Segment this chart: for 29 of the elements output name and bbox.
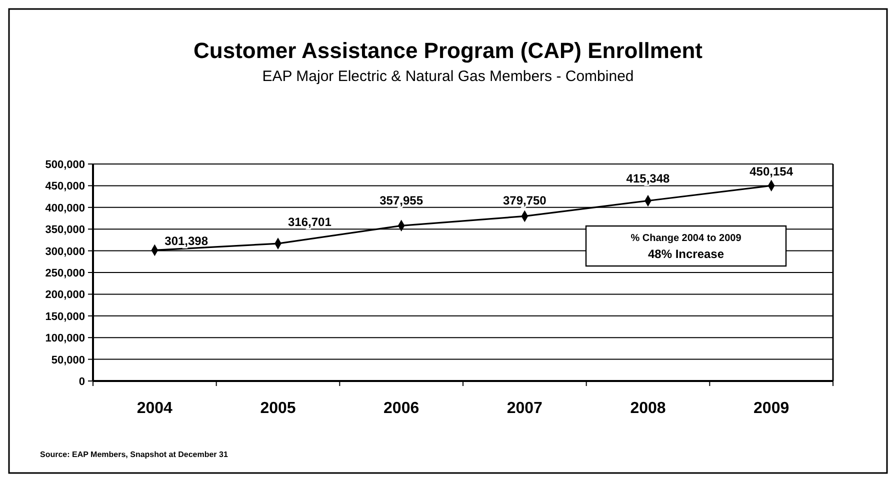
text: 301,398 xyxy=(164,234,208,248)
y-tick-label: 500,000 xyxy=(45,159,85,171)
y-tick-label: 100,000 xyxy=(45,332,85,345)
y-tick-label: 0 xyxy=(78,376,85,388)
y-tick-label: 300,000 xyxy=(45,246,85,258)
source-note: Source: EAP Members, Snapshot at December 31 xyxy=(40,450,228,459)
x-tick-label: 2009 xyxy=(754,400,790,417)
chart-subtitle: EAP Major Electric & Natural Gas Members - Combined xyxy=(262,68,634,85)
text: 316,701 xyxy=(288,215,332,230)
text: 415,348 xyxy=(626,172,670,186)
y-tick-label: 200,000 xyxy=(45,289,85,302)
text: 450,154 xyxy=(750,164,794,179)
y-tick-label: 50,000 xyxy=(51,354,85,366)
chart-title: Customer Assistance Program (CAP) Enrollment xyxy=(194,38,704,63)
y-tick-label: 400,000 xyxy=(45,202,85,214)
annotation: % Change 2004 to 2009 xyxy=(630,233,742,244)
y-tick-label: 150,000 xyxy=(45,310,85,323)
y-tick-label: 450,000 xyxy=(45,180,85,193)
y-tick-label: 250,000 xyxy=(45,268,85,280)
x-tick-label: 2005 xyxy=(260,400,296,417)
x-tick-label: 2004 xyxy=(136,400,173,417)
text: 357,955 xyxy=(380,193,424,208)
y-tick-label: 350,000 xyxy=(45,224,85,236)
annotation: 48% Increase xyxy=(648,247,724,261)
text: 379,750 xyxy=(502,193,546,208)
x-tick-label: 2006 xyxy=(384,400,420,417)
x-tick-label: 2008 xyxy=(630,400,666,417)
x-tick-label: 2007 xyxy=(506,400,543,417)
text-box: % Change 2004 to 2009 48% Increase xyxy=(585,225,787,267)
